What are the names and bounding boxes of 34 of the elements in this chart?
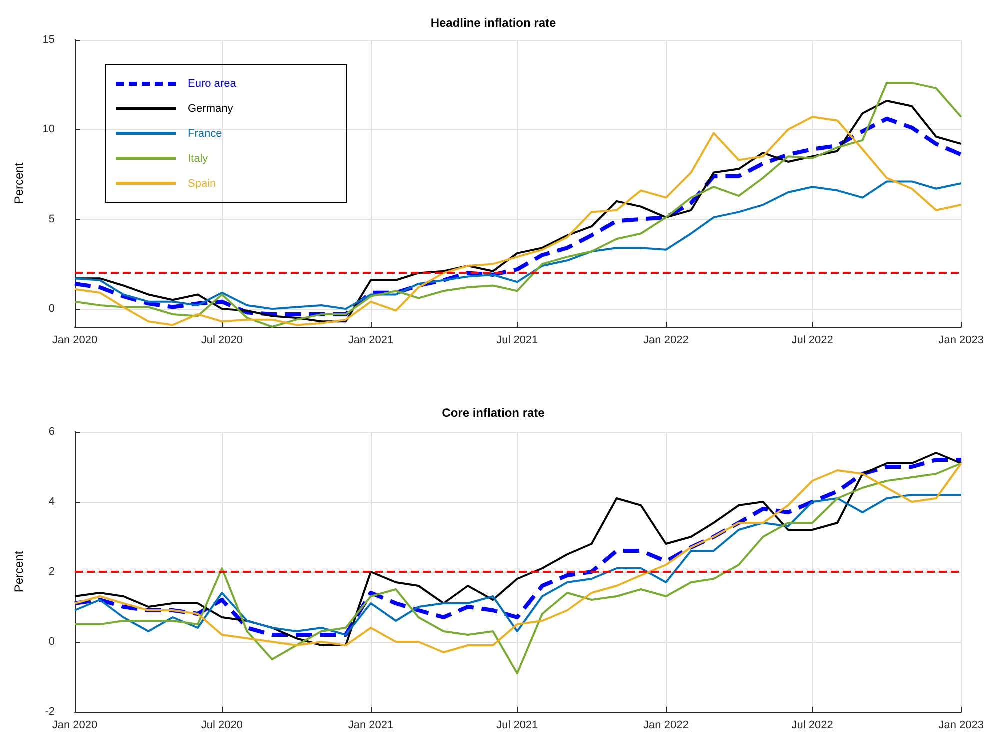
x-tick-label: Jan 2022 — [644, 334, 689, 346]
x-tick-label: Jul 2021 — [496, 334, 538, 346]
text: Germany — [188, 102, 234, 114]
x-tick-label: Jul 2021 — [496, 720, 538, 732]
text: Spain — [188, 178, 216, 190]
x-tick-label: Jul 2022 — [792, 334, 834, 346]
y-tick-label: 10 — [42, 124, 55, 136]
x-tick-label: Jan 2020 — [52, 720, 98, 732]
x-tick-label: Jan 2023 — [938, 720, 984, 732]
x-tick-label: Jan 2021 — [348, 720, 394, 732]
y-tick-label: 2 — [48, 566, 55, 578]
line-series — [74, 494, 962, 636]
text: Italy — [188, 152, 208, 164]
y-tick-label: 0 — [48, 303, 55, 316]
y-tick-label: 15 — [42, 34, 55, 46]
y-tick-label: 6 — [48, 426, 55, 438]
x-tick-label: Jan 2021 — [348, 334, 394, 346]
x-tick-label: Jan 2020 — [52, 334, 98, 346]
text: France — [188, 128, 222, 140]
line-series — [74, 180, 962, 310]
y-tick-label: 5 — [48, 213, 55, 226]
chart-title: Core inflation rate — [442, 406, 546, 420]
y-tick-label: 0 — [48, 636, 55, 648]
x-tick-label: Jan 2022 — [644, 720, 689, 732]
y-tick-label: 4 — [48, 496, 55, 508]
y-axis-title: Percent — [12, 162, 26, 204]
x-tick-label: Jul 2020 — [201, 334, 243, 346]
chart-title: Headline inflation rate — [430, 16, 556, 30]
x-tick-label: Jul 2020 — [201, 720, 243, 732]
y-axis-title: Percent — [12, 550, 26, 593]
x-tick-label: Jan 2023 — [938, 334, 984, 346]
text: Euro area — [188, 78, 236, 90]
x-tick-label: Jul 2022 — [792, 720, 834, 732]
y-tick-label: -2 — [45, 706, 55, 718]
